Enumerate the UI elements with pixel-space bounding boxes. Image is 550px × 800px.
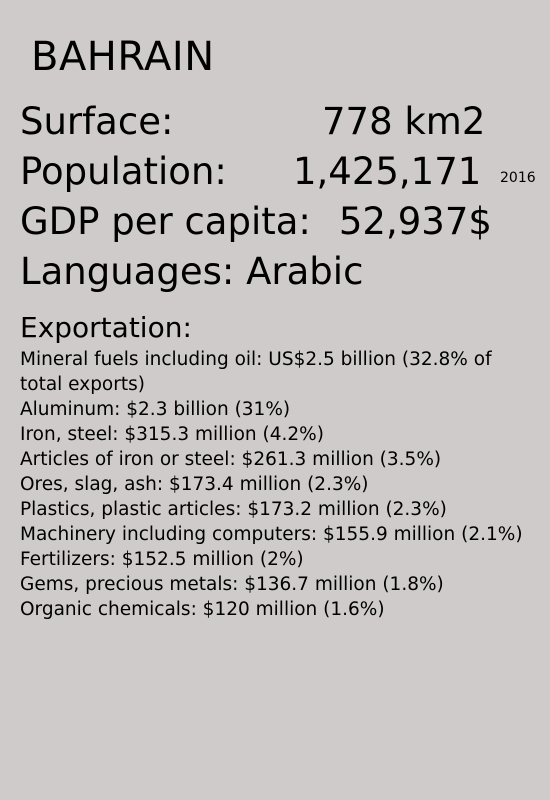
population-row: Population: 1,425,171 2016: [20, 150, 536, 194]
export-item: Ores, slag, ash: $173.4 million (2.3%): [20, 474, 369, 495]
export-item: Articles of iron or steel: $261.3 millio…: [20, 449, 442, 470]
exportation-title: Exportation:: [20, 311, 192, 344]
export-item: Organic chemicals: $120 million (1.6%): [20, 599, 385, 620]
population-year: 2016: [500, 170, 536, 186]
export-item: Mineral fuels including oil: US$2.5 bill…: [20, 349, 492, 395]
gdp-row: GDP per capita: 52,937$: [20, 200, 492, 244]
gdp-label: GDP per capita:: [20, 200, 311, 243]
exportation-list: Mineral fuels including oil: US$2.5 bill…: [20, 347, 530, 622]
population-label: Population:: [20, 150, 227, 193]
country-name: BAHRAIN: [31, 34, 215, 80]
languages-label: Languages:: [20, 250, 235, 293]
export-item: Gems, precious metals: $136.7 million (1…: [20, 574, 444, 595]
export-item: Plastics, plastic articles: $173.2 milli…: [20, 499, 447, 520]
export-item: Machinery including computers: $155.9 mi…: [20, 524, 523, 545]
surface-row: Surface: 778 km2: [20, 100, 485, 144]
languages-row: Languages: Arabic: [20, 250, 363, 294]
surface-label: Surface:: [20, 100, 174, 143]
population-value: 1,425,171: [293, 150, 482, 193]
languages-value: Arabic: [246, 250, 364, 293]
export-item: Fertilizers: $152.5 million (2%): [20, 549, 304, 570]
surface-value: 778 km2: [322, 100, 486, 143]
export-item: Iron, steel: $315.3 million (4.2%): [20, 424, 324, 445]
export-item: Aluminum: $2.3 billion (31%): [20, 399, 291, 420]
gdp-value: 52,937$: [338, 200, 492, 243]
